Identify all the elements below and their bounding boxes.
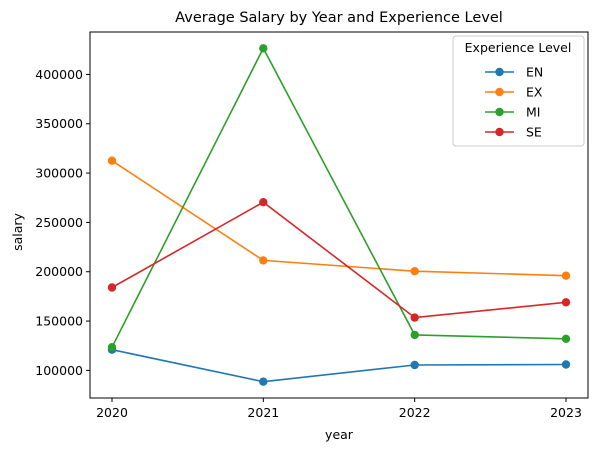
legend-entry-se: SE	[485, 125, 542, 140]
x-axis-label: year	[325, 427, 354, 442]
y-tick-label: 300000	[35, 166, 83, 181]
data-point-se-3	[561, 298, 571, 307]
y-tick-label: 400000	[35, 67, 83, 82]
legend-entry-mi: MI	[485, 105, 540, 120]
y-axis-ticks: 100000 150000 200000 250000 300000 350000 4000…	[35, 67, 90, 378]
data-point-se-2	[410, 313, 419, 322]
x-tick-label: 2022	[399, 405, 431, 420]
legend-entry-ex: EX	[485, 85, 543, 100]
x-tick-label: 2020	[96, 405, 128, 420]
data-point-mi-3	[561, 334, 571, 343]
legend-entry-en: EN	[485, 65, 543, 80]
data-point-ex-3	[561, 271, 571, 280]
series-line-en	[111, 348, 567, 383]
y-tick-label: 100000	[35, 363, 83, 378]
series-line-se	[111, 201, 567, 319]
data-point-se-0	[107, 283, 117, 292]
plot-frame	[89, 31, 589, 399]
legend-label: EX	[526, 85, 543, 100]
x-tick-label: 2021	[247, 405, 279, 420]
data-point-mi-1	[259, 44, 268, 53]
data-point-mi-0	[107, 343, 117, 352]
series-line-ex	[111, 160, 567, 277]
data-point-ex-1	[259, 256, 268, 265]
legend-label: MI	[526, 105, 540, 120]
plot-area	[89, 31, 589, 399]
data-point-ex-2	[410, 267, 419, 276]
y-tick-label: 150000	[35, 314, 83, 329]
legend-marker-swatch	[495, 107, 504, 117]
legend-label: EN	[526, 65, 543, 80]
legend: Experience Level EN EX MI SE	[452, 35, 585, 147]
y-tick-label: 200000	[35, 264, 83, 279]
legend-marker-swatch	[495, 127, 504, 137]
data-point-en-3	[561, 360, 571, 369]
data-point-se-1	[259, 198, 268, 207]
data-point-en-2	[410, 360, 419, 370]
data-point-en-1	[259, 377, 268, 386]
data-point-ex-0	[107, 156, 117, 165]
legend-title: Experience Level	[465, 40, 572, 55]
x-tick-label: 2023	[550, 405, 582, 420]
series-line-mi	[111, 46, 567, 348]
data-point-mi-2	[410, 330, 419, 340]
y-axis-label: salary	[10, 212, 25, 250]
legend-frame	[452, 35, 585, 147]
y-tick-label: 350000	[35, 116, 83, 131]
y-tick-label: 250000	[35, 215, 83, 230]
x-axis-ticks: 2020 2021 2022 2023	[96, 398, 582, 420]
legend-marker-swatch	[495, 87, 504, 97]
chart-title: Average Salary by Year and Experience Le…	[175, 10, 503, 26]
legend-label: SE	[526, 125, 542, 140]
legend-marker-swatch	[495, 67, 504, 77]
